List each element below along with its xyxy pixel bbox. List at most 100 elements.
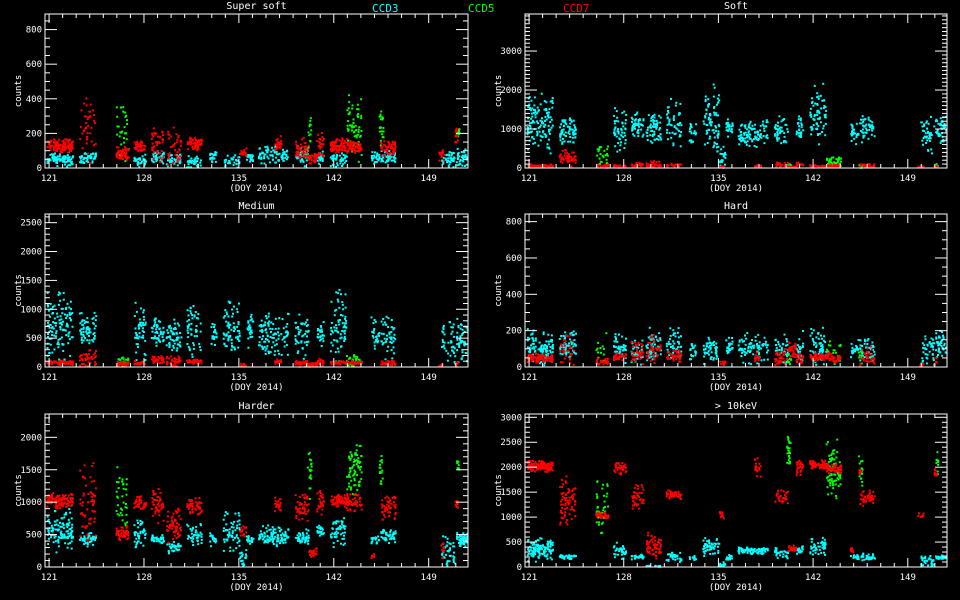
point: [464, 341, 466, 344]
point: [819, 116, 821, 119]
point: [852, 133, 855, 136]
point: [187, 331, 190, 334]
point: [532, 342, 535, 345]
point: [265, 338, 267, 340]
point: [631, 128, 634, 131]
point: [80, 161, 83, 164]
point: [458, 131, 461, 134]
point: [68, 317, 71, 319]
point: [798, 125, 801, 128]
point: [187, 336, 190, 339]
point: [198, 141, 201, 144]
point: [603, 163, 606, 166]
point: [187, 163, 190, 166]
point: [358, 361, 361, 364]
point: [232, 312, 234, 315]
point: [463, 330, 466, 333]
point: [561, 142, 564, 145]
point: [301, 335, 304, 338]
point: [301, 322, 304, 325]
point: [87, 124, 90, 127]
point: [459, 159, 462, 162]
point: [154, 337, 157, 340]
point: [233, 161, 236, 164]
point: [458, 130, 461, 133]
point: [92, 157, 95, 160]
point: [135, 310, 138, 313]
point: [295, 156, 298, 159]
point: [68, 147, 71, 150]
point: [631, 125, 634, 128]
point: [625, 113, 628, 116]
point: [456, 343, 459, 346]
point: [317, 154, 319, 157]
point: [62, 361, 65, 364]
point: [600, 146, 603, 149]
point: [264, 352, 267, 355]
point: [286, 331, 289, 334]
point: [542, 164, 545, 167]
point: [139, 158, 141, 161]
point: [196, 140, 199, 143]
point: [381, 118, 384, 121]
point: [819, 132, 822, 135]
point: [88, 155, 91, 157]
point: [347, 364, 350, 367]
point: [542, 331, 545, 334]
point: [386, 140, 389, 143]
point: [320, 328, 323, 331]
point: [925, 121, 928, 124]
point: [722, 145, 725, 148]
point: [210, 326, 213, 329]
point: [922, 137, 925, 140]
point: [176, 164, 179, 167]
point: [175, 133, 178, 136]
point: [749, 133, 752, 136]
point: [717, 132, 720, 135]
point: [142, 324, 145, 327]
point: [544, 119, 546, 122]
point: [277, 143, 279, 146]
point: [666, 113, 668, 116]
legend-ccd3: CCD3: [372, 2, 399, 15]
point: [727, 135, 730, 138]
point: [373, 344, 376, 347]
point: [344, 149, 347, 152]
point: [229, 335, 232, 337]
point: [159, 361, 162, 364]
point: [302, 360, 305, 363]
point: [85, 126, 88, 129]
point: [158, 334, 161, 337]
point: [194, 141, 197, 144]
point: [544, 123, 547, 126]
point: [925, 136, 928, 139]
point: [653, 130, 656, 133]
point: [167, 325, 170, 328]
point: [144, 362, 146, 365]
point: [855, 143, 858, 146]
point: [318, 362, 320, 365]
point: [386, 146, 389, 149]
point: [176, 138, 179, 141]
point: [320, 358, 323, 361]
point: [819, 94, 822, 97]
point: [355, 134, 358, 137]
point: [800, 126, 803, 129]
point: [653, 116, 656, 119]
point: [65, 146, 68, 149]
point: [58, 153, 61, 156]
point: [118, 135, 121, 138]
point: [234, 154, 237, 157]
point: [717, 145, 720, 148]
point: [62, 144, 65, 147]
point: [850, 134, 853, 137]
point: [868, 124, 871, 127]
point: [134, 331, 137, 334]
point: [214, 328, 217, 331]
point: [855, 134, 858, 137]
point: [56, 157, 59, 160]
point: [141, 327, 144, 330]
point: [50, 326, 53, 329]
point: [370, 316, 373, 319]
